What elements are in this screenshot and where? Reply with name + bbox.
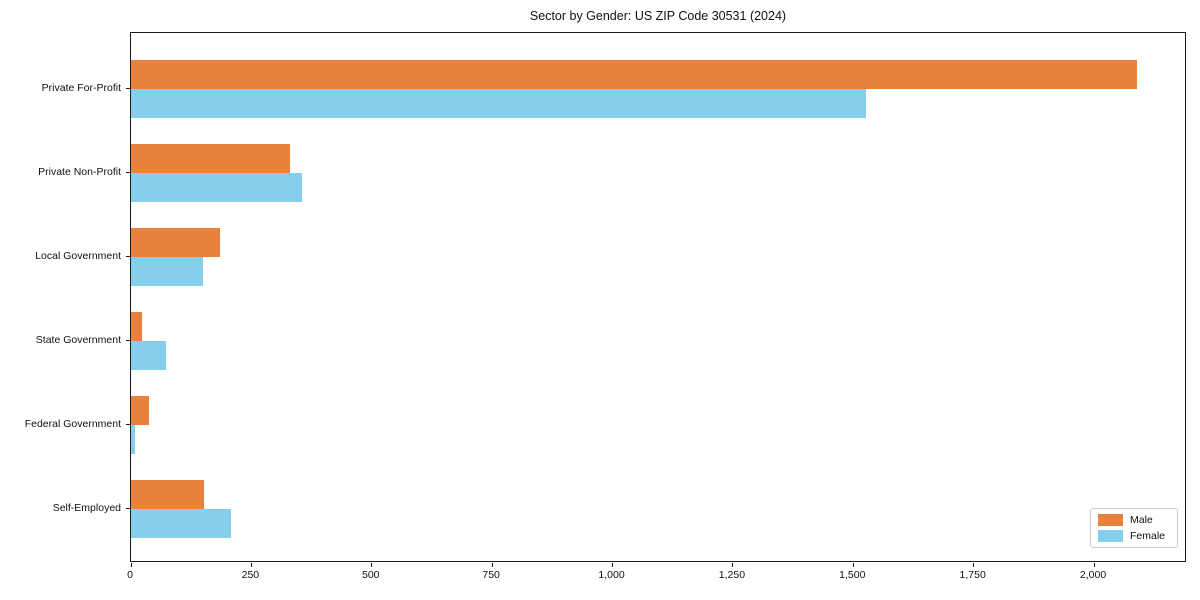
x-tick-label-250: 250 <box>241 569 260 581</box>
bar-male-state-government <box>131 312 142 341</box>
y-tick-label-private-for-profit: Private For-Profit <box>41 82 121 94</box>
y-tick-private-non-profit <box>126 172 130 173</box>
legend-label-male: Male <box>1130 514 1153 526</box>
y-tick-federal-government <box>126 424 130 425</box>
x-tick-250 <box>250 563 252 567</box>
y-tick-label-state-government: State Government <box>35 334 121 346</box>
x-tick-label-1750: 1,750 <box>959 569 986 581</box>
x-tick-500 <box>371 563 373 567</box>
y-tick-state-government <box>126 340 130 341</box>
legend: Male Female <box>1090 508 1178 548</box>
x-tick-label-0: 0 <box>127 569 133 581</box>
x-tick-label-500: 500 <box>362 569 380 581</box>
x-tick-label-1000: 1,000 <box>598 569 625 581</box>
bar-male-local-government <box>131 228 221 257</box>
bar-female-local-government <box>131 257 204 286</box>
y-tick-label-federal-government: Federal Government <box>24 418 121 430</box>
bar-female-federal-government <box>131 425 136 454</box>
x-tick-label-750: 750 <box>482 569 500 581</box>
x-tick-label-1250: 1,250 <box>718 569 746 581</box>
legend-swatch-female <box>1098 530 1123 542</box>
y-tick-private-for-profit <box>126 88 130 89</box>
legend-entry-male: Male <box>1098 514 1170 526</box>
x-tick-1750 <box>973 563 975 567</box>
bar-female-self-employed <box>131 509 231 538</box>
bar-female-private-non-profit <box>131 173 303 202</box>
bar-female-state-government <box>131 341 166 370</box>
bar-male-self-employed <box>131 480 204 509</box>
plot-area <box>126 32 1186 567</box>
y-tick-self-employed <box>126 508 130 509</box>
bar-female-private-for-profit <box>131 89 866 118</box>
legend-swatch-male <box>1098 514 1123 526</box>
x-tick-label-1500: 1,500 <box>839 569 866 581</box>
x-tick-1000 <box>612 563 614 567</box>
x-tick-0 <box>130 563 132 567</box>
y-tick-label-local-government: Local Government <box>35 250 121 262</box>
legend-entry-female: Female <box>1098 530 1170 542</box>
legend-label-female: Female <box>1130 530 1166 542</box>
chart-title: Sector by Gender: US ZIP Code 30531 (202… <box>529 9 787 23</box>
y-tick-label-self-employed: Self-Employed <box>52 502 121 514</box>
x-tick-1500 <box>852 563 854 567</box>
x-tick-2000 <box>1093 563 1095 567</box>
x-tick-1250 <box>732 563 734 567</box>
bar-male-private-for-profit <box>131 60 1138 89</box>
x-tick-750 <box>491 563 493 567</box>
y-tick-local-government <box>126 256 130 257</box>
x-tick-label-2000: 2,000 <box>1079 569 1107 581</box>
y-tick-label-private-non-profit: Private Non-Profit <box>38 166 121 178</box>
bar-male-private-non-profit <box>131 144 290 173</box>
bar-male-federal-government <box>131 396 149 425</box>
